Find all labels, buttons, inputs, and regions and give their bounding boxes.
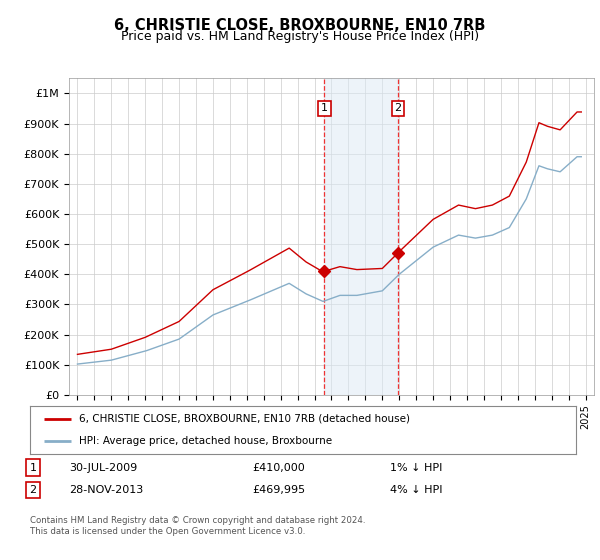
Text: Price paid vs. HM Land Registry's House Price Index (HPI): Price paid vs. HM Land Registry's House … xyxy=(121,30,479,43)
Text: 1: 1 xyxy=(321,104,328,114)
Text: 2: 2 xyxy=(29,485,37,495)
Text: 6, CHRISTIE CLOSE, BROXBOURNE, EN10 7RB (detached house): 6, CHRISTIE CLOSE, BROXBOURNE, EN10 7RB … xyxy=(79,414,410,424)
Text: 28-NOV-2013: 28-NOV-2013 xyxy=(69,485,143,495)
Text: £410,000: £410,000 xyxy=(252,463,305,473)
Text: Contains HM Land Registry data © Crown copyright and database right 2024.
This d: Contains HM Land Registry data © Crown c… xyxy=(30,516,365,536)
Text: 4% ↓ HPI: 4% ↓ HPI xyxy=(390,485,443,495)
Text: 30-JUL-2009: 30-JUL-2009 xyxy=(69,463,137,473)
Text: HPI: Average price, detached house, Broxbourne: HPI: Average price, detached house, Brox… xyxy=(79,436,332,446)
Text: 2: 2 xyxy=(394,104,401,114)
Text: 6, CHRISTIE CLOSE, BROXBOURNE, EN10 7RB: 6, CHRISTIE CLOSE, BROXBOURNE, EN10 7RB xyxy=(115,18,485,33)
Text: 1% ↓ HPI: 1% ↓ HPI xyxy=(390,463,442,473)
Bar xyxy=(325,78,398,395)
Text: 1: 1 xyxy=(29,463,37,473)
Text: £469,995: £469,995 xyxy=(252,485,305,495)
